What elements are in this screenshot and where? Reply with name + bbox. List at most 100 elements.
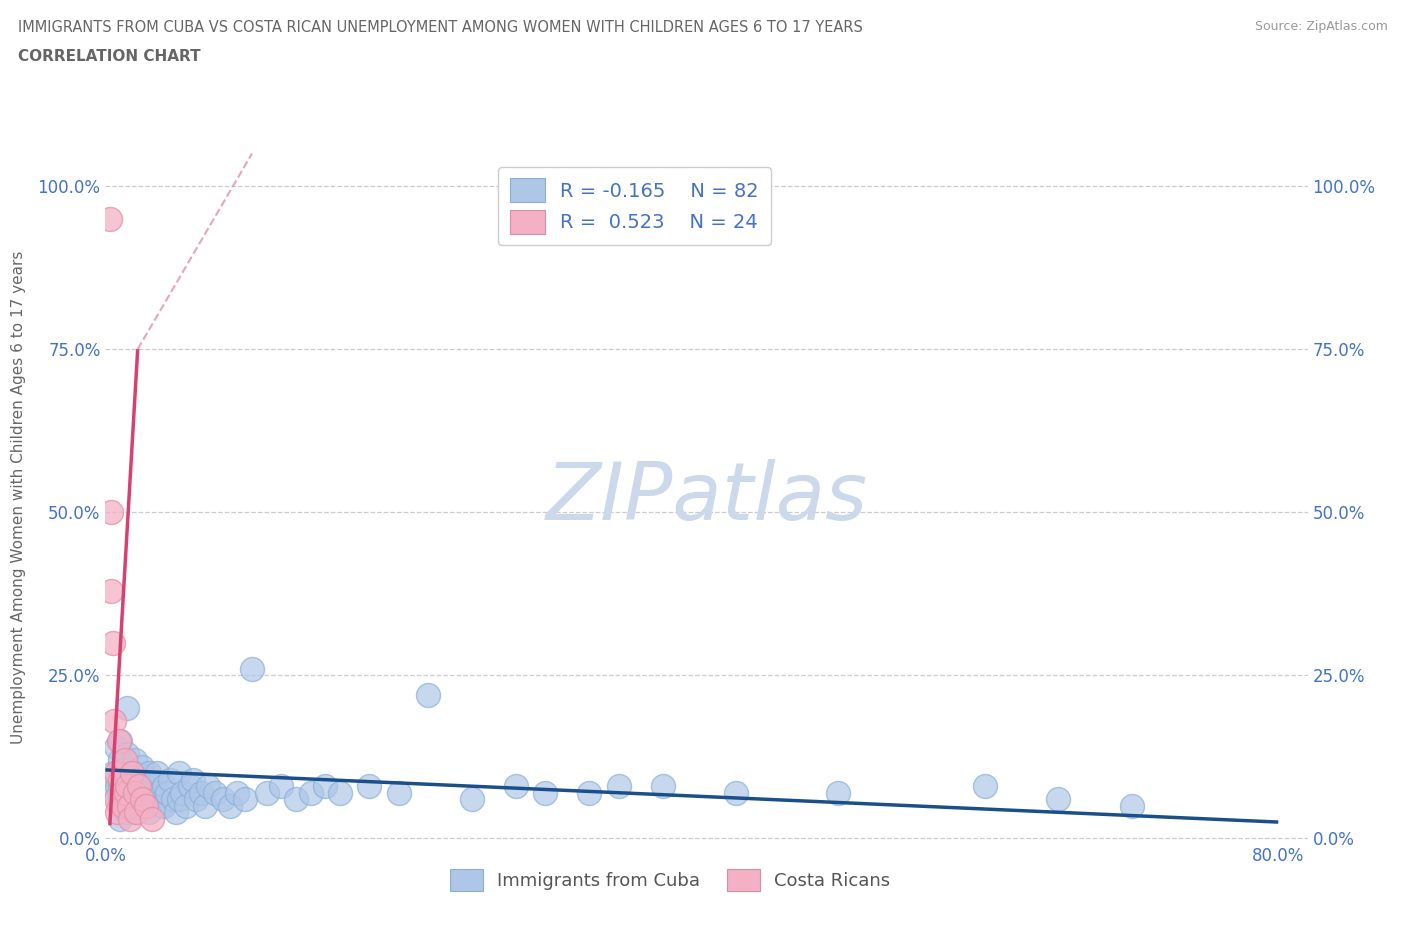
Point	[118, 798, 141, 813]
Point	[233, 791, 256, 806]
Point	[104, 739, 127, 754]
Point	[107, 733, 129, 748]
Point	[110, 785, 132, 800]
Point	[153, 798, 176, 813]
Point	[724, 785, 747, 800]
Point	[101, 635, 124, 650]
Point	[103, 785, 125, 800]
Point	[124, 765, 146, 780]
Point	[270, 778, 292, 793]
Point	[110, 772, 132, 787]
Point	[131, 791, 153, 806]
Point	[104, 765, 127, 780]
Point	[150, 798, 173, 813]
Point	[138, 804, 160, 819]
Point	[125, 804, 148, 819]
Point	[107, 798, 129, 813]
Text: Source: ZipAtlas.com: Source: ZipAtlas.com	[1254, 20, 1388, 33]
Point	[124, 752, 146, 767]
Point	[461, 791, 484, 806]
Point	[578, 785, 600, 800]
Text: ZIPatlas: ZIPatlas	[546, 458, 868, 537]
Point	[153, 778, 176, 793]
Point	[1047, 791, 1070, 806]
Point	[190, 785, 212, 800]
Point	[115, 785, 138, 800]
Point	[128, 778, 150, 793]
Point	[138, 785, 160, 800]
Point	[100, 505, 122, 520]
Point	[124, 804, 146, 819]
Point	[121, 778, 143, 793]
Point	[135, 791, 157, 806]
Point	[134, 778, 156, 793]
Point	[651, 778, 673, 793]
Point	[108, 791, 131, 806]
Point	[827, 785, 849, 800]
Point	[117, 778, 139, 793]
Point	[112, 759, 135, 774]
Point	[314, 778, 336, 793]
Point	[388, 785, 411, 800]
Point	[101, 765, 124, 780]
Point	[120, 811, 142, 826]
Point	[204, 785, 226, 800]
Point	[194, 798, 217, 813]
Point	[607, 778, 630, 793]
Point	[121, 765, 143, 780]
Point	[105, 778, 128, 793]
Point	[1121, 798, 1143, 813]
Legend: Immigrants from Cuba, Costa Ricans: Immigrants from Cuba, Costa Ricans	[443, 861, 897, 898]
Point	[226, 785, 249, 800]
Point	[240, 661, 263, 676]
Point	[100, 583, 122, 598]
Point	[141, 811, 163, 826]
Point	[159, 772, 181, 787]
Point	[285, 791, 308, 806]
Point	[117, 746, 139, 761]
Point	[108, 772, 131, 787]
Point	[129, 778, 152, 793]
Point	[145, 765, 167, 780]
Point	[124, 785, 146, 800]
Point	[186, 791, 208, 806]
Point	[183, 772, 205, 787]
Point	[105, 804, 128, 819]
Point	[141, 778, 163, 793]
Point	[162, 791, 184, 806]
Point	[108, 778, 131, 793]
Point	[128, 791, 150, 806]
Point	[98, 211, 121, 226]
Point	[534, 785, 557, 800]
Point	[138, 765, 160, 780]
Text: CORRELATION CHART: CORRELATION CHART	[18, 49, 201, 64]
Point	[114, 785, 136, 800]
Y-axis label: Unemployment Among Women with Children Ages 6 to 17 years: Unemployment Among Women with Children A…	[11, 251, 27, 744]
Point	[359, 778, 381, 793]
Point	[104, 791, 127, 806]
Point	[211, 791, 233, 806]
Point	[114, 752, 136, 767]
Point	[170, 785, 193, 800]
Point	[156, 785, 179, 800]
Point	[142, 791, 165, 806]
Point	[115, 804, 138, 819]
Point	[329, 785, 352, 800]
Point	[256, 785, 278, 800]
Point	[117, 778, 139, 793]
Point	[167, 765, 190, 780]
Point	[148, 785, 170, 800]
Point	[974, 778, 997, 793]
Point	[135, 798, 157, 813]
Point	[108, 733, 131, 748]
Point	[219, 798, 242, 813]
Text: IMMIGRANTS FROM CUBA VS COSTA RICAN UNEMPLOYMENT AMONG WOMEN WITH CHILDREN AGES : IMMIGRANTS FROM CUBA VS COSTA RICAN UNEM…	[18, 20, 863, 35]
Point	[131, 759, 153, 774]
Point	[165, 804, 187, 819]
Point	[197, 778, 219, 793]
Point	[108, 752, 131, 767]
Point	[174, 798, 197, 813]
Point	[117, 798, 139, 813]
Point	[124, 785, 146, 800]
Point	[131, 798, 153, 813]
